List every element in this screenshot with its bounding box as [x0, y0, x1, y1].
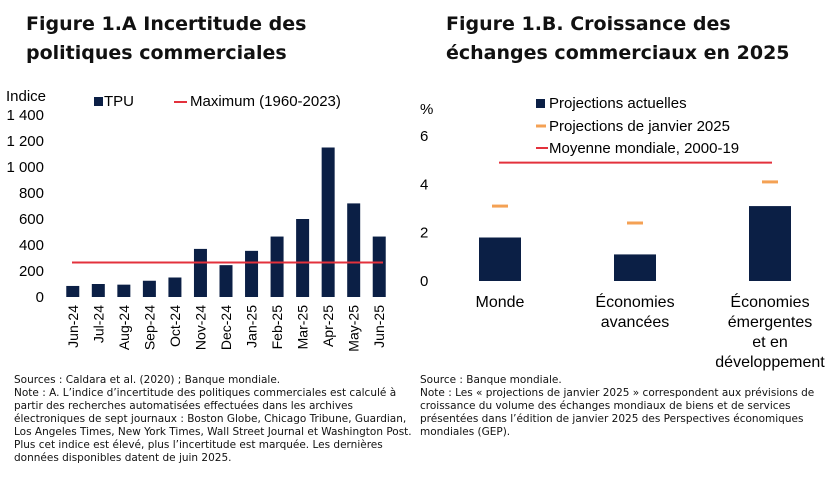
- y-tick-label: 2: [420, 225, 428, 242]
- x-tick-label: Monde: [476, 294, 525, 311]
- tpu-bar: [296, 219, 310, 297]
- x-tick-label: Jun-24: [65, 305, 81, 348]
- y-tick-label: 0: [420, 273, 428, 290]
- tpu-bar: [321, 147, 335, 297]
- legend-average-label: Moyenne mondiale, 2000-19: [549, 140, 739, 157]
- legend-current-swatch: [536, 99, 545, 108]
- tpu-bar: [142, 280, 156, 297]
- figure-1a-sources: Sources : Caldara et al. (2020) ; Banque…: [14, 374, 281, 386]
- x-tick-label: Jun-25: [371, 305, 387, 348]
- y-tick-label: 6: [420, 128, 428, 145]
- tpu-bar: [117, 284, 131, 297]
- x-tick-label: Sep-24: [141, 305, 157, 350]
- x-tick-label: Oct-24: [167, 305, 183, 347]
- tpu-bar: [270, 236, 284, 297]
- current-projection-bar: [479, 237, 521, 281]
- x-tick-label: Aug-24: [116, 305, 132, 350]
- x-tick-label-line: et en: [752, 334, 788, 351]
- x-tick-label: Dec-24: [218, 305, 234, 350]
- figure-1b-note: Note : Les « projections de janvier 2025…: [420, 387, 815, 438]
- legend-tpu-label: TPU: [104, 93, 134, 110]
- y-tick-label: 400: [19, 237, 44, 254]
- figure-1a-notes: Sources : Caldara et al. (2020) ; Banque…: [14, 374, 414, 465]
- legend-current-label: Projections actuelles: [549, 95, 687, 112]
- tpu-bar: [372, 236, 386, 297]
- y-tick-label: 0: [36, 289, 44, 306]
- tpu-bar: [91, 284, 105, 297]
- x-tick-label: Mar-25: [295, 305, 311, 350]
- x-tick-label-line: développement: [715, 354, 825, 371]
- tpu-bar: [66, 285, 80, 297]
- x-tick-label-line: Monde: [476, 294, 525, 311]
- x-tick-label-line: Économies: [595, 292, 674, 311]
- tpu-bar: [347, 203, 361, 297]
- tpu-bar: [245, 250, 259, 297]
- y-tick-label: 4: [420, 176, 428, 193]
- y-axis-title: %: [420, 101, 433, 118]
- legend-tpu-swatch: [94, 97, 103, 106]
- current-projection-bar: [749, 206, 791, 281]
- x-tick-label-line: émergentes: [728, 314, 813, 331]
- x-tick-label: Économies avancées: [595, 292, 674, 331]
- panel-a: Figure 1.A Incertitude des politiques co…: [6, 13, 414, 465]
- figure-1b-notes: Source : Banque mondiale. Note : Les « p…: [420, 374, 830, 439]
- x-tick-label: May-25: [346, 305, 362, 352]
- x-tick-label-line: Économies: [730, 292, 809, 311]
- y-tick-label: 1 200: [6, 133, 44, 150]
- y-tick-label: 1 000: [6, 159, 44, 176]
- chart-a: Indice 0 200 400 600 800 1 000 1 200 1 400 Jun-24…: [6, 88, 387, 352]
- figure-1a-note: Note : A. L’indice d’incertitude des pol…: [14, 387, 412, 464]
- y-tick-label: 600: [19, 211, 44, 228]
- figure-1b-title: Figure 1.B. Croissance des échanges comm…: [446, 13, 790, 64]
- x-tick-label: Nov-24: [192, 305, 208, 350]
- x-tick-label: Jul-24: [90, 305, 106, 343]
- x-tick-label-line: avancées: [601, 314, 670, 331]
- y-tick-label: 1 400: [6, 107, 44, 124]
- current-projection-bar: [614, 254, 656, 281]
- tpu-bar: [168, 277, 182, 297]
- y-tick-label: 800: [19, 185, 44, 202]
- x-tick-label: Jan-25: [244, 305, 260, 348]
- chart-b: % 0 2 4 6 Monde Économies avancées Économies émer…: [420, 95, 825, 371]
- tpu-bar: [219, 265, 233, 297]
- x-tick-label: Apr-25: [320, 305, 336, 347]
- y-tick-label: 200: [19, 263, 44, 280]
- panel-b: Figure 1.B. Croissance des échanges comm…: [420, 0, 840, 500]
- y-axis-title: Indice: [6, 88, 46, 105]
- legend-january-label: Projections de janvier 2025: [549, 118, 730, 135]
- figure-1b-sources: Source : Banque mondiale.: [420, 374, 562, 386]
- legend-maximum-label: Maximum (1960-2023): [190, 93, 341, 110]
- x-tick-label: Feb-25: [269, 305, 285, 350]
- tpu-bar: [193, 248, 207, 297]
- figure-1a-title: Figure 1.A Incertitude des politiques co…: [26, 13, 307, 64]
- x-tick-label: Économies émergentes et en développement: [715, 292, 825, 371]
